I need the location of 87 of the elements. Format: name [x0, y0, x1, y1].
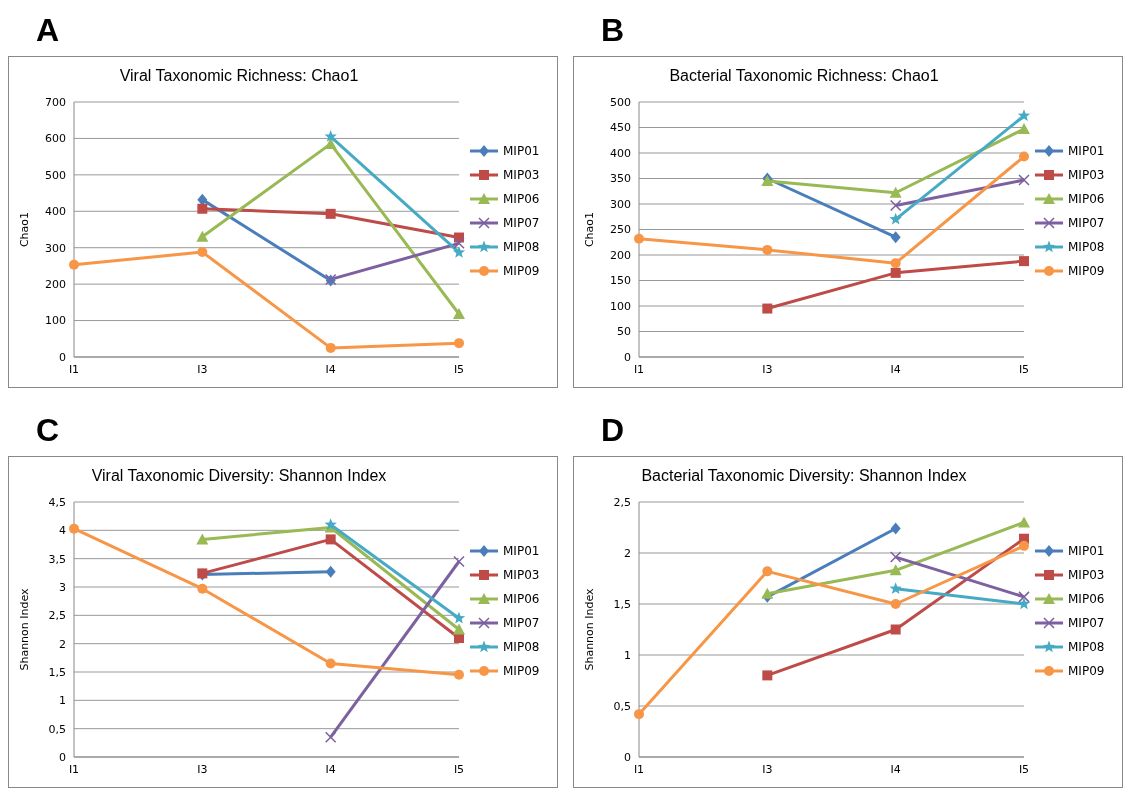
chart-title: Viral Taxonomic Diversity: Shannon Index	[90, 467, 388, 485]
y-tick-label: 1	[624, 648, 631, 662]
y-tick-label: 2	[59, 637, 66, 651]
y-axis-title: Shannon Index	[582, 587, 596, 671]
y-tick-label: 450	[610, 121, 631, 135]
x-tick-label: I4	[325, 362, 336, 376]
legend-label: MIP07	[503, 616, 540, 630]
y-tick-label: 3,5	[48, 552, 66, 566]
y-tick-label: 350	[610, 172, 631, 186]
x-tick-label: I5	[1018, 762, 1030, 776]
legend-label: MIP09	[1068, 664, 1105, 678]
y-tick-label: 100	[610, 299, 631, 313]
x-tick-label: I1	[633, 762, 645, 776]
x-tick-label: I4	[890, 762, 901, 776]
chart-title: Bacterial Taxonomic Diversity: Shannon Index	[640, 467, 968, 485]
chart-title: Viral Taxonomic Richness: Chao1	[118, 67, 360, 85]
legend-label: MIP03	[503, 568, 540, 582]
y-tick-label: 4	[59, 524, 66, 538]
legend-label: MIP08	[503, 240, 540, 254]
y-tick-label: 2,5	[48, 609, 66, 623]
y-tick-label: 0	[59, 750, 66, 764]
text: A	[36, 12, 60, 49]
y-tick-label: 700	[45, 95, 66, 109]
y-tick-label: 2,5	[613, 495, 631, 509]
y-tick-label: 0	[624, 750, 631, 764]
y-tick-label: 100	[45, 314, 66, 328]
y-tick-label: 1,5	[613, 597, 631, 611]
legend-label: MIP03	[1068, 168, 1105, 182]
y-tick-label: 500	[610, 95, 631, 109]
x-tick-label: I4	[890, 362, 901, 376]
y-tick-label: 0	[59, 350, 66, 364]
legend-label: MIP07	[1068, 616, 1105, 630]
y-tick-label: 2	[624, 546, 631, 560]
y-axis-title: Chao1	[582, 211, 596, 248]
y-tick-label: 300	[45, 241, 66, 255]
legend-label: MIP03	[1068, 568, 1105, 582]
x-tick-label: I5	[453, 362, 465, 376]
text: C	[36, 412, 60, 449]
x-tick-label: I3	[197, 362, 208, 376]
y-tick-label: 4,5	[48, 495, 66, 509]
legend-label: MIP06	[1068, 192, 1105, 206]
y-tick-label: 600	[45, 132, 66, 146]
x-tick-label: I3	[197, 762, 208, 776]
x-tick-label: I5	[453, 762, 465, 776]
legend-label: MIP08	[1068, 240, 1105, 254]
x-tick-label: I1	[68, 762, 80, 776]
y-tick-label: 0	[624, 350, 631, 364]
y-tick-label: 200	[45, 278, 66, 292]
legend-label: MIP06	[503, 592, 540, 606]
x-tick-label: I3	[762, 762, 773, 776]
y-tick-label: 0,5	[613, 699, 631, 713]
legend-label: MIP01	[503, 144, 540, 158]
y-tick-label: 1	[59, 694, 66, 708]
x-tick-label: I1	[633, 362, 645, 376]
text: B	[601, 12, 625, 49]
x-tick-label: I5	[1018, 362, 1030, 376]
y-axis-title: Shannon Index	[17, 587, 31, 671]
y-tick-label: 400	[610, 146, 631, 160]
x-tick-label: I1	[68, 362, 80, 376]
legend-label: MIP06	[1068, 592, 1105, 606]
y-tick-label: 400	[45, 205, 66, 219]
legend-label: MIP01	[1068, 144, 1105, 158]
legend-label: MIP03	[503, 168, 540, 182]
x-tick-label: I3	[762, 362, 773, 376]
legend-label: MIP01	[1068, 544, 1105, 558]
legend-label: MIP09	[503, 264, 540, 278]
y-tick-label: 500	[45, 168, 66, 182]
legend-label: MIP08	[503, 640, 540, 654]
y-axis-title: Chao1	[17, 211, 31, 248]
y-tick-label: 250	[610, 223, 631, 237]
legend-label: MIP07	[1068, 216, 1105, 230]
legend-label: MIP01	[503, 544, 540, 558]
y-tick-label: 300	[610, 197, 631, 211]
x-tick-label: I4	[325, 762, 336, 776]
y-tick-label: 200	[610, 248, 631, 262]
legend-label: MIP08	[1068, 640, 1105, 654]
text: D	[601, 412, 625, 449]
legend-label: MIP07	[503, 216, 540, 230]
y-tick-label: 150	[610, 274, 631, 288]
legend-label: MIP09	[1068, 264, 1105, 278]
y-tick-label: 3	[59, 580, 66, 594]
y-tick-label: 1,5	[48, 665, 66, 679]
legend-label: MIP09	[503, 664, 540, 678]
y-tick-label: 0,5	[48, 722, 66, 736]
legend-label: MIP06	[503, 192, 540, 206]
chart-title: Bacterial Taxonomic Richness: Chao1	[668, 67, 940, 85]
y-tick-label: 50	[617, 325, 631, 339]
